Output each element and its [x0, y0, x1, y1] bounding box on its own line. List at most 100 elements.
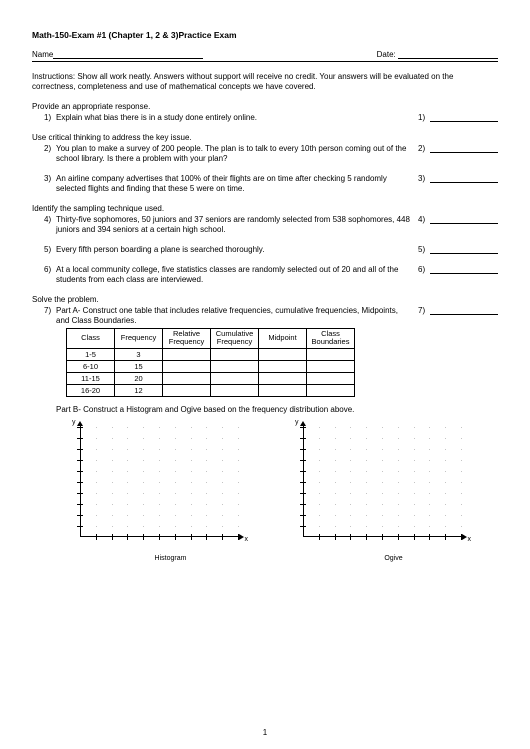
table-row: 6-1015: [67, 360, 355, 372]
cell: [211, 348, 259, 360]
ogive-axes: y x: [289, 421, 469, 551]
th-class: Class: [67, 329, 115, 349]
q4-ans-num: 4): [418, 215, 430, 224]
question-4: 4) Thirty-five sophomores, 50 juniors an…: [32, 215, 498, 235]
y-axis-line: [303, 425, 304, 537]
q2-ans-line: [430, 144, 498, 153]
q3-answer: 3): [418, 174, 498, 194]
name-date-row: Name Date:: [32, 50, 498, 59]
q7-ans-num: 7): [418, 306, 430, 315]
date-label: Date:: [377, 50, 396, 59]
histogram-label: Histogram: [66, 555, 275, 562]
q7-ans-line: [430, 306, 498, 315]
th-cumfreq: Cumulative Frequency: [211, 329, 259, 349]
th-boundaries: Class Boundaries: [307, 329, 355, 349]
x-axis-label: x: [245, 536, 249, 543]
table-row: 1-53: [67, 348, 355, 360]
q4-text: Thirty-five sophomores, 50 juniors and 3…: [56, 215, 418, 235]
x-axis-line: [303, 536, 463, 537]
name-label: Name: [32, 50, 53, 59]
q5-number: 5): [32, 245, 56, 255]
cell: 15: [115, 360, 163, 372]
cell: 16-20: [67, 384, 115, 396]
q7-answer: 7): [418, 306, 498, 326]
q6-answer: 6): [418, 265, 498, 285]
cell: [163, 384, 211, 396]
partb-text: Part B- Construct a Histogram and Ogive …: [32, 405, 498, 415]
question-6: 6) At a local community college, five st…: [32, 265, 498, 285]
cell: 20: [115, 372, 163, 384]
section-2-head: Use critical thinking to address the key…: [32, 133, 498, 142]
q2-answer: 2): [418, 144, 498, 164]
page-number: 1: [0, 728, 530, 737]
q4-number: 4): [32, 215, 56, 235]
cell: [307, 384, 355, 396]
q6-number: 6): [32, 265, 56, 285]
x-axis-line: [80, 536, 240, 537]
cell: 12: [115, 384, 163, 396]
exam-title: Math-150-Exam #1 (Chapter 1, 2 & 3)Pract…: [32, 30, 498, 40]
histogram-axes: y x: [66, 421, 246, 551]
cell: [259, 384, 307, 396]
th-frequency: Frequency: [115, 329, 163, 349]
cell: 11-15: [67, 372, 115, 384]
q5-text: Every fifth person boarding a plane is s…: [56, 245, 418, 255]
q4-answer: 4): [418, 215, 498, 235]
q1-text: Explain what bias there is in a study do…: [56, 113, 418, 123]
table-row: 16-2012: [67, 384, 355, 396]
cell: [259, 360, 307, 372]
q2-number: 2): [32, 144, 56, 164]
x-arrow-icon: [462, 534, 467, 540]
name-underline: [53, 50, 203, 59]
cell: 1-5: [67, 348, 115, 360]
q6-ans-num: 6): [418, 265, 430, 274]
q2-ans-num: 2): [418, 144, 430, 153]
cell: [163, 348, 211, 360]
y-axis-line: [80, 425, 81, 537]
q3-number: 3): [32, 174, 56, 194]
x-axis-label: x: [468, 536, 472, 543]
cell: [259, 372, 307, 384]
question-7: 7) Part A- Construct one table that incl…: [32, 306, 498, 326]
date-field: Date:: [377, 50, 498, 59]
exam-page: Math-150-Exam #1 (Chapter 1, 2 & 3)Pract…: [0, 0, 530, 749]
question-5: 5) Every fifth person boarding a plane i…: [32, 245, 498, 255]
y-axis-label: y: [72, 419, 76, 426]
cell: [259, 348, 307, 360]
frequency-table: Class Frequency Relative Frequency Cumul…: [66, 328, 355, 397]
question-1: 1) Explain what bias there is in a study…: [32, 113, 498, 123]
q5-answer: 5): [418, 245, 498, 255]
q7-text: Part A- Construct one table that include…: [56, 306, 418, 326]
instructions-text: Instructions: Show all work neatly. Answ…: [32, 72, 498, 92]
cell: [307, 360, 355, 372]
q6-ans-line: [430, 265, 498, 274]
ogive-chart: y x Ogive: [289, 421, 498, 562]
q3-ans-num: 3): [418, 174, 430, 183]
section-3-head: Identify the sampling technique used.: [32, 204, 498, 213]
ogive-label: Ogive: [289, 555, 498, 562]
cell: [163, 360, 211, 372]
th-midpoint: Midpoint: [259, 329, 307, 349]
cell: [163, 372, 211, 384]
section-1-head: Provide an appropriate response.: [32, 102, 498, 111]
q7-number: 7): [32, 306, 56, 326]
table-header-row: Class Frequency Relative Frequency Cumul…: [67, 329, 355, 349]
cell: [211, 372, 259, 384]
th-relfreq: Relative Frequency: [163, 329, 211, 349]
cell: [307, 348, 355, 360]
cell: [211, 384, 259, 396]
q5-ans-num: 5): [418, 245, 430, 254]
date-underline: [398, 50, 498, 59]
q5-ans-line: [430, 245, 498, 254]
table-row: 11-1520: [67, 372, 355, 384]
section-4-head: Solve the problem.: [32, 295, 498, 304]
cell: [211, 360, 259, 372]
header-rule: [32, 61, 498, 62]
question-2: 2) You plan to make a survey of 200 peop…: [32, 144, 498, 164]
y-axis-label: y: [295, 419, 299, 426]
q2-text: You plan to make a survey of 200 people.…: [56, 144, 418, 164]
cell: 3: [115, 348, 163, 360]
q1-number: 1): [32, 113, 56, 123]
q1-answer: 1): [418, 113, 498, 123]
q3-text: An airline company advertises that 100% …: [56, 174, 418, 194]
